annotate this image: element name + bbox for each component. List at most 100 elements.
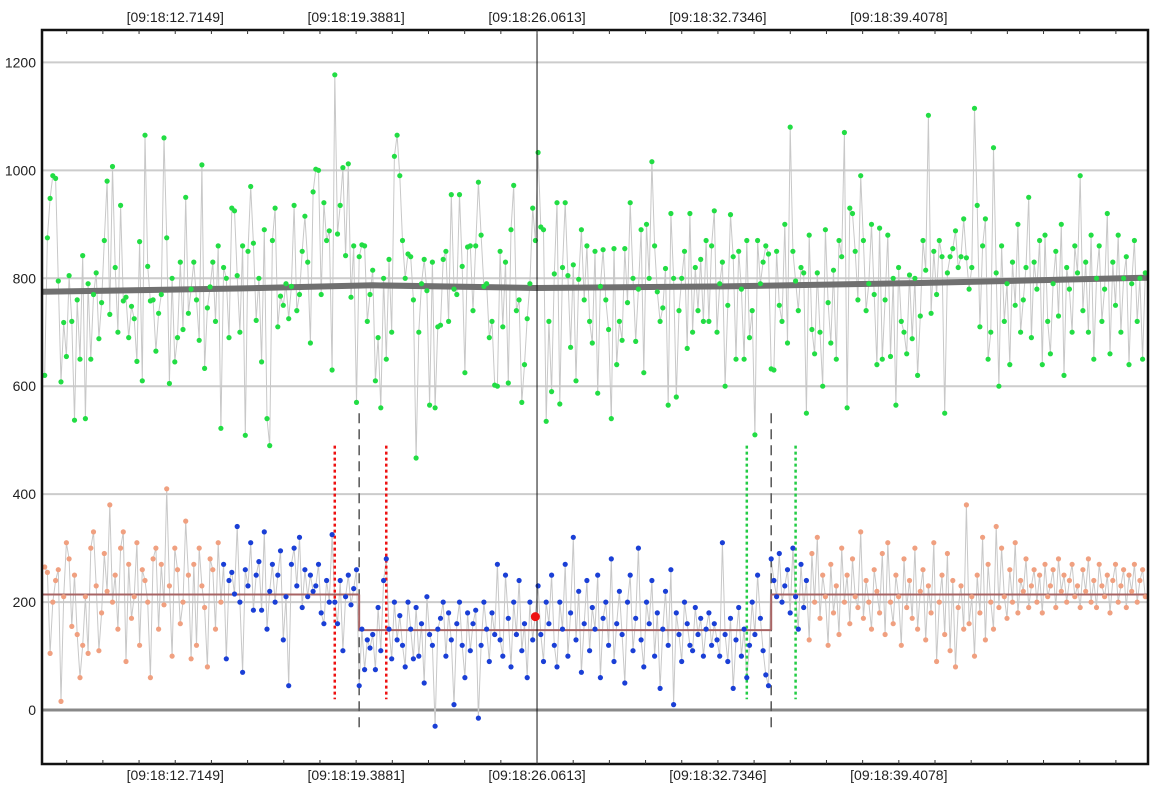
upper-data-point <box>1050 281 1056 287</box>
lower-outer-data-point <box>1028 583 1034 589</box>
lower-inner-data-point <box>429 642 435 648</box>
highlighted-point[interactable] <box>530 612 540 622</box>
lower-outer-data-point <box>847 621 853 627</box>
upper-data-point <box>416 329 422 335</box>
upper-data-point <box>736 248 742 254</box>
upper-data-point <box>1042 232 1048 238</box>
lower-inner-data-point <box>437 615 444 621</box>
lower-outer-data-point <box>828 561 834 567</box>
lower-inner-data-point <box>543 599 549 605</box>
lower-inner-data-point <box>562 561 568 567</box>
upper-data-point <box>890 275 896 281</box>
upper-data-point <box>446 318 452 324</box>
lower-outer-data-point <box>917 588 923 594</box>
lower-inner-data-point <box>364 637 370 643</box>
upper-data-point <box>386 256 392 262</box>
lower-outer-data-point <box>1131 561 1137 567</box>
upper-data-point <box>1034 286 1040 292</box>
upper-data-point <box>638 227 644 233</box>
lower-inner-data-point <box>245 583 251 589</box>
upper-data-point <box>324 237 330 244</box>
upper-data-point <box>597 283 604 289</box>
upper-data-point <box>1140 356 1146 362</box>
lower-inner-data-point <box>690 648 696 654</box>
lower-outer-data-point <box>137 642 143 648</box>
upper-data-point <box>424 288 430 294</box>
upper-data-point <box>180 326 186 333</box>
marker-layer <box>333 413 797 732</box>
lower-inner-data-point <box>332 599 338 605</box>
upper-data-point <box>61 319 67 326</box>
lower-inner-data-point <box>581 621 587 627</box>
upper-data-point <box>454 291 460 298</box>
lower-outer-data-point <box>1077 604 1083 611</box>
upper-data-point <box>1102 286 1108 292</box>
lower-inner-data-point <box>329 532 335 538</box>
upper-data-point <box>622 246 628 252</box>
upper-data-point <box>1039 362 1045 368</box>
upper-data-point <box>1004 281 1010 287</box>
lower-inner-data-point <box>589 604 595 611</box>
lower-outer-data-point <box>1085 556 1091 562</box>
lower-inner-data-point <box>763 672 769 678</box>
lower-outer-data-point <box>1055 556 1062 562</box>
upper-data-point <box>608 416 614 422</box>
lower-outer-data-point <box>974 572 980 578</box>
upper-data-point <box>551 271 557 277</box>
x-tick-label-top: [09:18:19.3881] <box>307 9 404 25</box>
lower-inner-data-point <box>676 631 682 638</box>
axis-layer: 0 200 400 600 800 1000 1200 [09:18:12.7149] [09:… <box>5 9 1150 783</box>
lower-inner-data-point <box>337 577 343 584</box>
upper-data-point <box>676 308 682 314</box>
upper-data-point <box>332 72 338 78</box>
upper-data-point <box>256 275 262 281</box>
lower-inner-data-point <box>795 626 801 632</box>
upper-data-point <box>760 259 766 265</box>
upper-data-point <box>540 227 547 233</box>
lower-outer-data-point <box>191 561 197 567</box>
lower-outer-data-point <box>966 621 972 627</box>
upper-data-point <box>771 367 777 373</box>
lower-outer-data-point <box>958 583 964 589</box>
lower-inner-data-point <box>296 534 303 540</box>
lower-inner-data-point <box>714 637 720 643</box>
upper-data-point <box>245 248 251 254</box>
upper-data-point <box>578 227 585 233</box>
upper-data-point <box>421 256 427 262</box>
lower-inner-data-point <box>774 594 780 600</box>
lower-outer-data-point <box>993 523 999 530</box>
lower-outer-data-point <box>153 545 159 551</box>
lower-outer-data-point <box>1102 594 1108 600</box>
lower-outer-data-point <box>126 561 132 567</box>
lower-inner-data-point <box>391 599 397 605</box>
upper-data-point <box>378 405 384 411</box>
upper-data-point <box>1104 210 1110 217</box>
lower-inner-data-point <box>511 599 517 605</box>
y-tick-label: 0 <box>28 702 36 718</box>
upper-data-point <box>849 210 856 217</box>
lower-outer-data-point <box>115 626 121 632</box>
lower-outer-data-point <box>836 631 842 638</box>
upper-data-point <box>1018 329 1024 335</box>
upper-data-point <box>649 159 655 165</box>
lower-inner-data-point <box>535 583 541 589</box>
upper-data-point <box>145 263 151 269</box>
lower-inner-data-point <box>673 610 679 616</box>
lower-inner-data-point <box>671 702 677 708</box>
lower-inner-data-point <box>698 615 704 621</box>
upper-data-point <box>711 208 717 214</box>
upper-data-point <box>1023 264 1029 271</box>
lower-outer-data-point <box>887 599 894 605</box>
lower-inner-data-point <box>462 675 468 681</box>
lower-inner-data-point <box>313 583 319 589</box>
upper-data-point <box>855 297 861 303</box>
lower-outer-data-point <box>1072 594 1078 600</box>
upper-data-point <box>1037 237 1043 244</box>
y-tick-label: 1000 <box>5 162 36 178</box>
upper-data-point <box>137 239 143 245</box>
upper-data-point <box>183 194 189 200</box>
lower-outer-data-point <box>1007 567 1013 573</box>
lower-outer-data-point <box>174 567 181 573</box>
upper-data-point <box>996 383 1002 389</box>
